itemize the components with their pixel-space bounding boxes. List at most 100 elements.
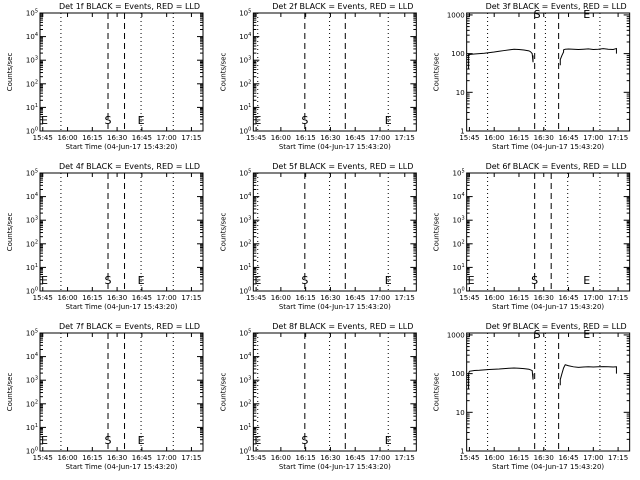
y-tick-label: 103 — [26, 56, 38, 65]
y-tick-label: 104 — [26, 192, 38, 201]
detector-panel: Det 4f BLACK = Events, RED = LLD 15:45 16:… — [6, 162, 204, 311]
x-axis-label: Start Time (04-Jun-17 15:43:20) — [279, 143, 391, 151]
y-tick-label: 102 — [239, 399, 251, 408]
y-tick-label: 101 — [239, 423, 251, 432]
panel-title: Det 9f BLACK = Events, RED = LLD — [486, 322, 627, 331]
x-tick-label: 16:15 — [509, 454, 529, 462]
x-tick-label: 16:00 — [57, 134, 77, 142]
y-axis-label: Counts/sec — [433, 213, 441, 252]
x-axis-label: Start Time (04-Jun-17 15:43:20) — [492, 143, 604, 151]
end-marker-label: E — [138, 114, 145, 127]
event-rate-line — [468, 48, 534, 70]
y-tick-label: 104 — [239, 192, 251, 201]
y-tick-label: 103 — [26, 216, 38, 225]
x-tick-label: 17:15 — [395, 134, 415, 142]
x-tick-label: 16:00 — [484, 294, 504, 302]
x-tick-label: 17:15 — [395, 454, 415, 462]
y-tick-label: 102 — [26, 399, 38, 408]
end-marker-label: E — [583, 274, 590, 287]
y-tick-label: 1 — [460, 448, 464, 456]
x-tick-label: 17:00 — [157, 454, 177, 462]
x-tick-label: 15:45 — [459, 134, 479, 142]
y-tick-label: 105 — [26, 169, 38, 178]
x-tick-label: 16:30 — [107, 134, 127, 142]
y-tick-label: 100 — [239, 287, 251, 296]
x-tick-label: 17:00 — [583, 294, 603, 302]
x-tick-label: 16:15 — [296, 454, 316, 462]
y-tick-label: 101 — [453, 263, 465, 272]
plot-frame — [466, 12, 631, 132]
x-tick-label: 17:15 — [181, 454, 201, 462]
y-tick-label: 105 — [453, 169, 465, 178]
plot-frame — [252, 332, 417, 452]
y-tick-label: 103 — [453, 216, 465, 225]
panel-title: Det 2f BLACK = Events, RED = LLD — [272, 2, 413, 11]
x-tick-label: 17:15 — [181, 294, 201, 302]
x-tick-label: 16:30 — [320, 294, 340, 302]
detector-panel: Det 2f BLACK = Events, RED = LLD 15:45 16:… — [219, 2, 417, 151]
y-tick-label: 102 — [26, 79, 38, 88]
panel-title: Det 6f BLACK = Events, RED = LLD — [486, 162, 627, 171]
start-marker-label: S — [531, 274, 538, 287]
plot-frame — [39, 172, 204, 292]
x-tick-label: 15:45 — [33, 454, 53, 462]
x-tick-label: 17:15 — [608, 454, 628, 462]
x-tick-label: 17:15 — [608, 294, 628, 302]
start-marker-label: S — [301, 114, 308, 127]
plot-frame — [466, 332, 631, 452]
y-tick-label: 102 — [453, 239, 465, 248]
event-rate-line — [468, 367, 534, 390]
x-tick-label: 16:45 — [132, 294, 152, 302]
x-axis-label: Start Time (04-Jun-17 15:43:20) — [66, 143, 178, 151]
y-tick-label: 101 — [26, 263, 38, 272]
y-axis-label: Counts/sec — [219, 213, 227, 252]
x-tick-label: 16:00 — [484, 134, 504, 142]
x-tick-label: 16:00 — [57, 454, 77, 462]
x-tick-label: 16:30 — [320, 134, 340, 142]
y-tick-label: 101 — [26, 103, 38, 112]
x-tick-label: 16:00 — [271, 294, 291, 302]
detector-panel: Det 5f BLACK = Events, RED = LLD 15:45 16:… — [219, 162, 417, 311]
detector-panel: Det 6f BLACK = Events, RED = LLD 15:45 16:… — [433, 162, 631, 311]
y-tick-label: 104 — [26, 352, 38, 361]
y-tick-label: 104 — [239, 352, 251, 361]
x-tick-label: 16:00 — [57, 294, 77, 302]
start-marker-label: S — [301, 434, 308, 447]
start-marker-label: S — [105, 434, 112, 447]
end-marker-label: E — [254, 114, 261, 127]
x-tick-label: 15:45 — [33, 134, 53, 142]
x-tick-label: 15:45 — [33, 294, 53, 302]
y-axis-label: Counts/sec — [433, 53, 441, 92]
end-marker-label: E — [138, 434, 145, 447]
x-tick-label: 17:15 — [395, 294, 415, 302]
y-axis-label: Counts/sec — [6, 53, 14, 92]
x-tick-label: 17:00 — [370, 454, 390, 462]
x-tick-label: 16:30 — [320, 454, 340, 462]
x-tick-label: 16:45 — [558, 134, 578, 142]
y-tick-label: 102 — [239, 239, 251, 248]
end-marker-label: E — [254, 274, 261, 287]
plot-frame — [39, 332, 204, 452]
x-tick-label: 17:00 — [157, 294, 177, 302]
y-tick-label: 1000 — [447, 11, 465, 19]
detector-panel: Det 7f BLACK = Events, RED = LLD 15:45 16:… — [6, 322, 204, 471]
x-tick-label: 16:15 — [509, 134, 529, 142]
x-tick-label: 15:45 — [246, 454, 266, 462]
y-axis-label: Counts/sec — [6, 373, 14, 412]
x-tick-label: 17:15 — [181, 134, 201, 142]
x-tick-label: 16:45 — [132, 454, 152, 462]
start-marker-label: S — [105, 274, 112, 287]
x-tick-label: 17:00 — [583, 454, 603, 462]
x-tick-label: 15:45 — [459, 294, 479, 302]
x-tick-label: 17:00 — [583, 134, 603, 142]
y-axis-label: Counts/sec — [6, 213, 14, 252]
y-tick-label: 100 — [26, 447, 38, 456]
end-marker-label: E — [468, 274, 475, 287]
end-marker-label: E — [385, 274, 392, 287]
end-marker-label: E — [254, 434, 261, 447]
x-tick-label: 16:30 — [107, 294, 127, 302]
x-tick-label: 17:00 — [157, 134, 177, 142]
y-tick-label: 10 — [456, 89, 465, 97]
panel-title: Det 1f BLACK = Events, RED = LLD — [59, 2, 200, 11]
y-tick-label: 100 — [26, 287, 38, 296]
